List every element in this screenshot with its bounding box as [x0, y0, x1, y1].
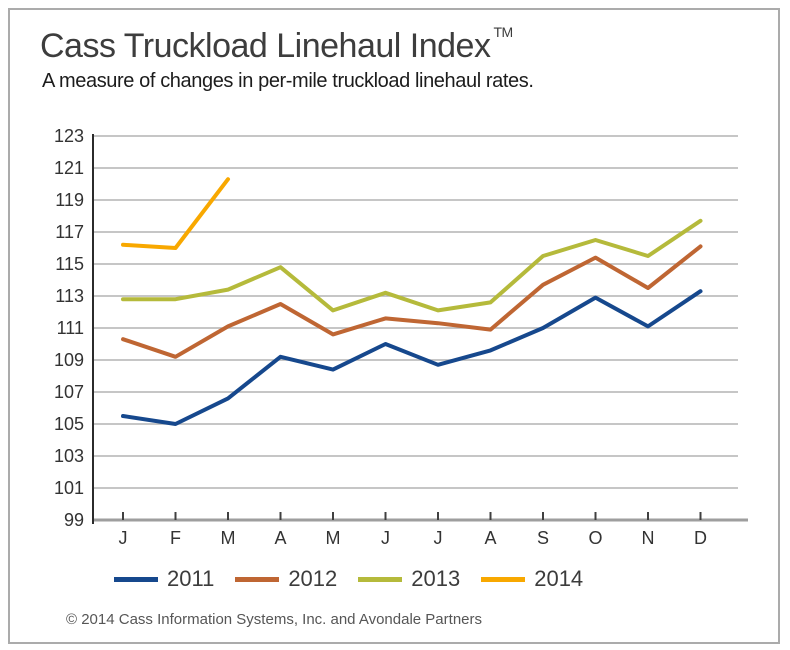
legend-item-2011: 2011 [114, 566, 214, 592]
y-axis-tick-label: 111 [57, 318, 84, 338]
y-axis-tick-label: 107 [54, 382, 84, 402]
x-axis-month-label: A [274, 528, 286, 548]
line-chart: 99 101 103 105 107 109 111 113 115 117 119 121 123 J F… [54, 126, 748, 548]
chart-card: Cass Truckload Linehaul Index TM A measur… [8, 8, 780, 644]
legend-label-2013: 2013 [411, 566, 461, 591]
x-axis-month-label: M [221, 528, 236, 548]
y-axis-tick-label: 123 [54, 126, 84, 146]
legend-label-2012: 2012 [288, 566, 338, 591]
x-axis-month-label: O [588, 528, 602, 548]
y-axis-tick-label: 101 [54, 478, 84, 498]
series-line-2013 [121, 218, 703, 313]
chart-subtitle: A measure of changes in per-mile trucklo… [42, 70, 534, 92]
x-axis-month-label: A [484, 528, 496, 548]
page-title: Cass Truckload Linehaul Index TM [40, 24, 513, 66]
title-text: Cass Truckload Linehaul Index [40, 27, 491, 65]
y-axis-tick-label: 117 [55, 222, 84, 242]
legend-swatch-2012 [235, 576, 280, 582]
x-axis-month-label: J [119, 528, 128, 548]
x-axis-month-label: N [642, 528, 655, 548]
trademark-superscript: TM [493, 24, 513, 40]
y-axis-tick-label: 119 [55, 190, 84, 210]
y-axis-tick-label: 99 [64, 510, 84, 530]
legend-label-2014: 2014 [534, 566, 584, 591]
x-axis-month-label: D [694, 528, 707, 548]
series-line-2012 [121, 244, 703, 359]
chart-legend: 2011 2012 2013 2014 [114, 566, 583, 592]
x-axis-month-label: F [170, 528, 181, 548]
legend-item-2014: 2014 [481, 566, 583, 592]
x-axis-month-label: J [381, 528, 390, 548]
series-line-2011 [121, 289, 703, 426]
legend-swatch-2013 [358, 576, 403, 582]
copyright-footer: © 2014 Cass Information Systems, Inc. an… [66, 611, 482, 628]
x-axis-month-label: M [326, 528, 341, 548]
legend-swatch-2011 [114, 576, 158, 582]
legend-item-2012: 2012 [235, 566, 337, 592]
legend-swatch-2014 [481, 576, 526, 582]
y-axis-tick-label: 121 [54, 158, 84, 178]
y-axis-tick-label: 109 [54, 350, 84, 370]
series-line-2014 [121, 177, 230, 250]
y-axis-tick-label: 103 [54, 446, 84, 466]
x-axis-month-label: J [434, 528, 443, 548]
legend-label-2011: 2011 [167, 566, 215, 591]
y-axis-tick-label: 113 [55, 286, 84, 306]
legend-item-2013: 2013 [358, 566, 460, 592]
x-axis-month-label: S [537, 528, 549, 548]
y-axis-tick-label: 105 [54, 414, 84, 434]
y-axis-tick-label: 115 [55, 254, 84, 274]
